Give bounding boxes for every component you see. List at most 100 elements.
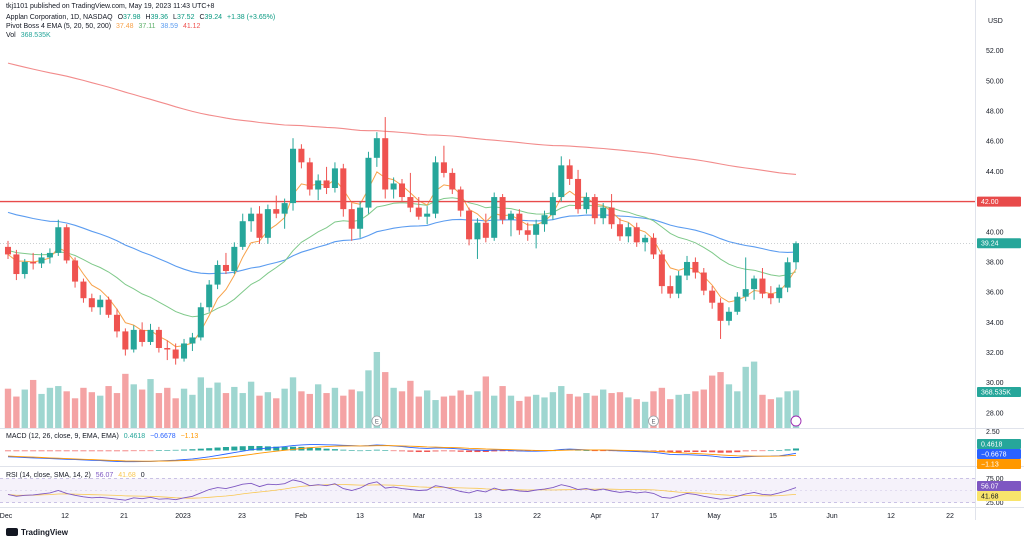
candle-body: [390, 183, 397, 190]
candle-body: [692, 261, 699, 273]
volume-bar: [600, 389, 607, 428]
volume-bar: [767, 399, 775, 428]
candle-body: [507, 213, 514, 220]
y-tick-label: 30.00: [986, 380, 1004, 387]
low-value: 37.52: [176, 14, 195, 21]
volume-bar: [231, 386, 238, 428]
macd-legend: MACD (12, 26, close, 9, EMA, EMA) 0.4618…: [6, 432, 201, 441]
macd-histogram-bar: [323, 448, 330, 451]
candle-body: [46, 252, 53, 258]
macd-histogram-bar: [4, 450, 12, 452]
macd-histogram-bar: [449, 450, 456, 452]
x-tick-label: 22: [946, 513, 954, 520]
macd-histogram-bar: [583, 450, 590, 451]
macd-histogram-bar: [675, 450, 682, 453]
volume-bar: [423, 390, 431, 428]
y-tick-label: 40.00: [986, 229, 1004, 236]
candle-body: [348, 209, 355, 229]
candle-body: [398, 183, 406, 198]
volume-bar: [147, 379, 154, 428]
volume-bar: [625, 397, 632, 428]
candle-body: [306, 162, 313, 190]
volume-bar: [608, 393, 615, 428]
macd-histogram-bar: [147, 450, 154, 452]
candle-body: [449, 172, 456, 190]
low-label: L: [173, 14, 177, 21]
candle-body: [155, 329, 162, 348]
volume-bar: [633, 399, 640, 428]
candle-body: [608, 207, 615, 225]
volume-bar: [432, 400, 439, 428]
candle-body: [650, 237, 657, 255]
volume-bar: [155, 393, 163, 428]
x-tick-label: Feb: [295, 513, 307, 520]
candle-body: [575, 178, 582, 210]
candle-body: [80, 281, 87, 299]
earnings-marker-letter: E: [651, 420, 655, 426]
rsi-label: RSI (14, close, SMA, 14, 2): [6, 472, 91, 479]
candle-body: [38, 257, 45, 264]
candle-body: [751, 278, 758, 290]
macd-histogram-bar: [365, 450, 372, 451]
macd-histogram-bar: [784, 449, 791, 451]
volume-bar: [482, 376, 490, 428]
volume-bar: [38, 393, 45, 428]
volume-bar: [750, 361, 758, 428]
volume-bar: [390, 387, 397, 428]
ema200-value: 41.12: [182, 23, 201, 30]
candle-body: [533, 224, 540, 235]
macd-histogram-bar: [189, 449, 196, 451]
tradingview-mark-icon: [6, 528, 18, 536]
candle-body: [331, 168, 338, 188]
volume-bar: [189, 394, 196, 428]
candle-body: [776, 287, 783, 299]
ema-label: Pivot Boss 4 EMA (5, 20, 50, 200): [6, 23, 112, 30]
macd-histogram-bar: [357, 450, 364, 452]
macd-histogram-bar: [717, 450, 724, 453]
volume-bar: [206, 387, 213, 428]
candle-body: [675, 275, 682, 294]
volume-bar: [784, 391, 791, 428]
macd-histogram-bar: [466, 450, 473, 453]
volume-bar: [792, 390, 800, 428]
macd-histogram-bar: [290, 446, 297, 451]
x-tick-label: 23: [238, 513, 246, 520]
volume-bar: [583, 393, 590, 428]
volume-bar: [641, 401, 649, 428]
volume-bar: [499, 386, 506, 428]
macd-histogram-bar: [491, 450, 498, 452]
volume-bar: [130, 384, 137, 428]
volume-bar: [507, 395, 515, 428]
earnings-marker-icon: [371, 415, 383, 427]
volume-bar: [63, 391, 70, 428]
candle-body: [549, 197, 556, 216]
tradingview-logo[interactable]: TradingView: [6, 528, 68, 537]
macd-histogram-bar: [382, 450, 389, 451]
macd-histogram-bar: [474, 450, 481, 453]
macd-histogram-bar: [734, 450, 741, 453]
candle-body: [566, 165, 573, 179]
macd-histogram-bar: [407, 450, 414, 452]
volume-bar: [415, 396, 422, 428]
macd-histogram-bar: [172, 449, 179, 451]
ema50-line: [7, 211, 797, 275]
candle-body: [264, 209, 271, 238]
rsi-tick-label: 25.00: [986, 500, 1004, 507]
candle-body: [357, 207, 364, 229]
candle-body: [113, 314, 120, 332]
macd-histogram-bar: [700, 450, 707, 452]
ema50-value: 38.59: [160, 23, 178, 30]
volume-bar: [247, 381, 255, 428]
candle-body: [633, 227, 640, 243]
candle-body: [491, 197, 498, 238]
macd-histogram-bar: [197, 448, 204, 451]
candle-body: [466, 210, 473, 240]
volume-bar: [549, 392, 557, 428]
y-tick-label: 28.00: [986, 410, 1004, 417]
candle-body: [734, 296, 741, 312]
x-tick-label: Jun: [826, 513, 837, 520]
macd-label: MACD (12, 26, close, 9, EMA, EMA): [6, 433, 119, 440]
vol-value: 368.535K: [20, 32, 51, 39]
